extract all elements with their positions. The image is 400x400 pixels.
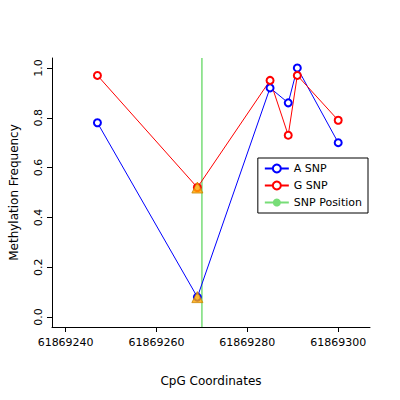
svg-text:0.2: 0.2 xyxy=(32,258,45,276)
svg-text:Methylation Frequency: Methylation Frequency xyxy=(7,124,21,261)
svg-text:0.6: 0.6 xyxy=(32,159,45,177)
svg-text:1.0: 1.0 xyxy=(32,59,45,77)
svg-text:SNP Position: SNP Position xyxy=(294,196,362,209)
svg-text:61869240: 61869240 xyxy=(38,336,94,349)
svg-text:0.4: 0.4 xyxy=(32,209,45,227)
svg-text:61869280: 61869280 xyxy=(219,336,275,349)
svg-text:61869300: 61869300 xyxy=(310,336,366,349)
svg-text:0.0: 0.0 xyxy=(32,308,45,326)
svg-text:0.8: 0.8 xyxy=(32,109,45,127)
svg-text:CpG Coordinates: CpG Coordinates xyxy=(160,374,261,388)
svg-text:61869260: 61869260 xyxy=(128,336,184,349)
svg-text:G SNP: G SNP xyxy=(294,179,328,192)
svg-text:A SNP: A SNP xyxy=(294,162,327,175)
